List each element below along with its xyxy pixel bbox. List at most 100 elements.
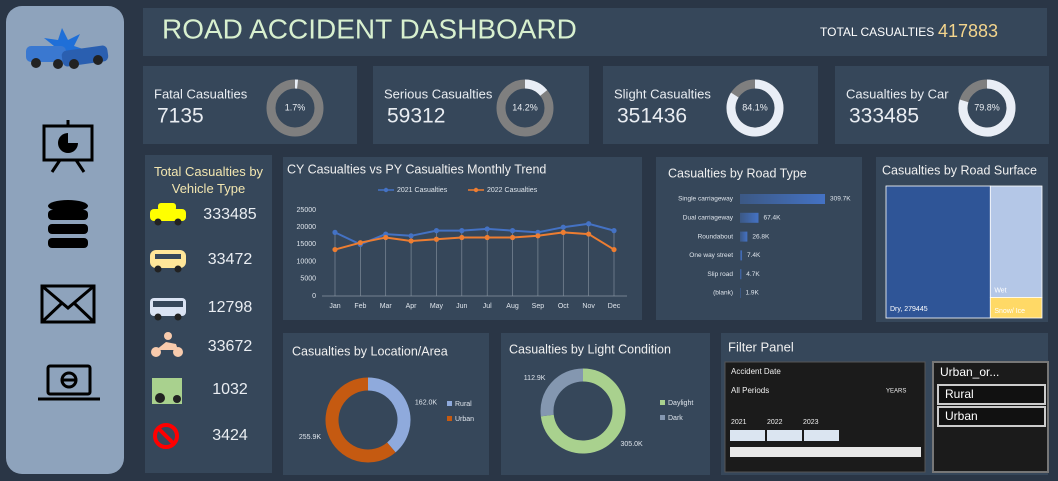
motorcycle-icon bbox=[151, 332, 183, 357]
legend-label: Dark bbox=[668, 415, 683, 422]
laptop-icon-part bbox=[46, 364, 92, 396]
mail-icon-part bbox=[72, 301, 96, 324]
crash-icon-part bbox=[44, 28, 86, 64]
point bbox=[611, 228, 617, 234]
point bbox=[535, 233, 541, 239]
car-icon bbox=[150, 203, 186, 226]
crash-icon-part bbox=[31, 58, 41, 68]
point bbox=[586, 221, 592, 227]
kpi-value: 351436 bbox=[617, 105, 687, 128]
category-label: (blank) bbox=[713, 290, 733, 297]
series-line bbox=[334, 231, 615, 251]
legend-label: Urban bbox=[455, 416, 474, 423]
vehicle-value: 3424 bbox=[212, 427, 248, 444]
legend-swatch bbox=[660, 400, 665, 405]
y-tick-label: 20000 bbox=[297, 224, 317, 231]
donut-segment bbox=[325, 377, 396, 463]
series-line bbox=[334, 222, 615, 246]
bar bbox=[740, 212, 759, 223]
value-label: 26.8K bbox=[752, 233, 770, 240]
x-tick-label: Jun bbox=[456, 303, 467, 310]
chart-card bbox=[656, 157, 862, 320]
value-label: 7.4K bbox=[747, 252, 761, 259]
timeline-level[interactable]: YEARS bbox=[886, 389, 906, 395]
car-icon-part bbox=[158, 203, 176, 211]
other-icon-part bbox=[157, 427, 175, 445]
legend-label: 2022 Casualties bbox=[487, 187, 538, 194]
slicer-button[interactable] bbox=[937, 384, 1046, 405]
slicer-title: Urban_or... bbox=[940, 365, 999, 379]
vehicle-value: 33672 bbox=[208, 338, 253, 355]
treemap-label: Dry, 279445 bbox=[890, 306, 928, 313]
point bbox=[459, 234, 465, 241]
van-icon-part bbox=[155, 254, 181, 259]
mail-icon-part bbox=[40, 301, 64, 324]
motorcycle-icon-part bbox=[156, 342, 178, 350]
vehicle-value: 12798 bbox=[208, 299, 253, 316]
motorcycle-icon-part bbox=[164, 332, 172, 340]
presentation-icon bbox=[42, 120, 94, 173]
legend-label: Daylight bbox=[668, 400, 693, 407]
presentation-icon-part bbox=[50, 159, 62, 173]
legend-marker bbox=[383, 187, 389, 193]
other-icon bbox=[153, 423, 179, 449]
x-tick-label: Aug bbox=[506, 303, 519, 310]
chart-title: Casualties by Road Surface bbox=[882, 163, 1037, 177]
timeline-bar[interactable] bbox=[804, 430, 839, 441]
y-tick-label: 10000 bbox=[297, 258, 317, 265]
category-label: Dual carriageway bbox=[683, 215, 734, 222]
x-tick-label: May bbox=[430, 303, 444, 310]
database-icon-part bbox=[48, 224, 88, 234]
y-tick-label: 5000 bbox=[300, 276, 316, 283]
bus-icon-part bbox=[153, 301, 183, 307]
slicer-item[interactable]: Urban bbox=[945, 409, 978, 423]
value-label: 112.9K bbox=[524, 375, 546, 382]
treemap-label: Snow/ Ice bbox=[994, 308, 1025, 315]
crash-icon bbox=[26, 28, 109, 69]
legend-swatch bbox=[447, 401, 452, 406]
x-tick-label: Jul bbox=[483, 303, 492, 310]
timeline-scrollbar[interactable] bbox=[730, 447, 921, 457]
donut-segment bbox=[367, 377, 411, 453]
tractor-icon-part bbox=[155, 393, 165, 403]
donut-segment bbox=[540, 368, 626, 454]
x-tick-label: Mar bbox=[380, 303, 393, 310]
bar bbox=[740, 250, 743, 261]
value-label: 4.7K bbox=[746, 271, 760, 278]
total-value: 417883 bbox=[938, 21, 998, 41]
kpi-value: 59312 bbox=[387, 105, 445, 128]
car-icon-part bbox=[150, 209, 186, 221]
mail-icon bbox=[40, 284, 96, 324]
chart-card bbox=[501, 333, 710, 475]
kpi-label: Casualties by Car bbox=[846, 86, 949, 101]
x-tick-label: Apr bbox=[406, 303, 418, 310]
value-label: 67.4K bbox=[763, 215, 781, 222]
vehicle-panel-title: Total Casualties by Vehicle Type bbox=[153, 164, 264, 196]
filter-title: Filter Panel bbox=[728, 339, 794, 354]
bar bbox=[740, 194, 825, 204]
treemap-cell bbox=[989, 297, 1043, 319]
value-label: 255.9K bbox=[299, 434, 322, 441]
value-label: 305.0K bbox=[621, 441, 644, 448]
tractor-icon bbox=[152, 378, 182, 404]
timeline-bar[interactable] bbox=[730, 430, 765, 441]
slicer-button[interactable] bbox=[937, 406, 1046, 427]
kpi-percent: 1.7% bbox=[285, 102, 306, 112]
timeline-year[interactable]: 2022 bbox=[767, 419, 783, 426]
kpi-donut-arc bbox=[524, 79, 548, 96]
treemap-cell bbox=[885, 185, 991, 319]
crash-icon-part bbox=[53, 59, 63, 69]
timeline-bar[interactable] bbox=[767, 430, 802, 441]
slicer-item[interactable]: Rural bbox=[945, 387, 974, 401]
category-label: Single carriageway bbox=[678, 196, 734, 203]
point bbox=[433, 236, 440, 242]
vehicle-value: 33472 bbox=[208, 251, 253, 268]
point bbox=[408, 233, 414, 239]
timeline-year[interactable]: 2023 bbox=[803, 419, 819, 426]
timeline-year[interactable]: 2021 bbox=[731, 419, 747, 426]
vehicle-value: 333485 bbox=[203, 206, 256, 223]
x-tick-label: Nov bbox=[582, 303, 595, 310]
point bbox=[383, 234, 389, 241]
y-tick-label: 15000 bbox=[297, 241, 317, 248]
